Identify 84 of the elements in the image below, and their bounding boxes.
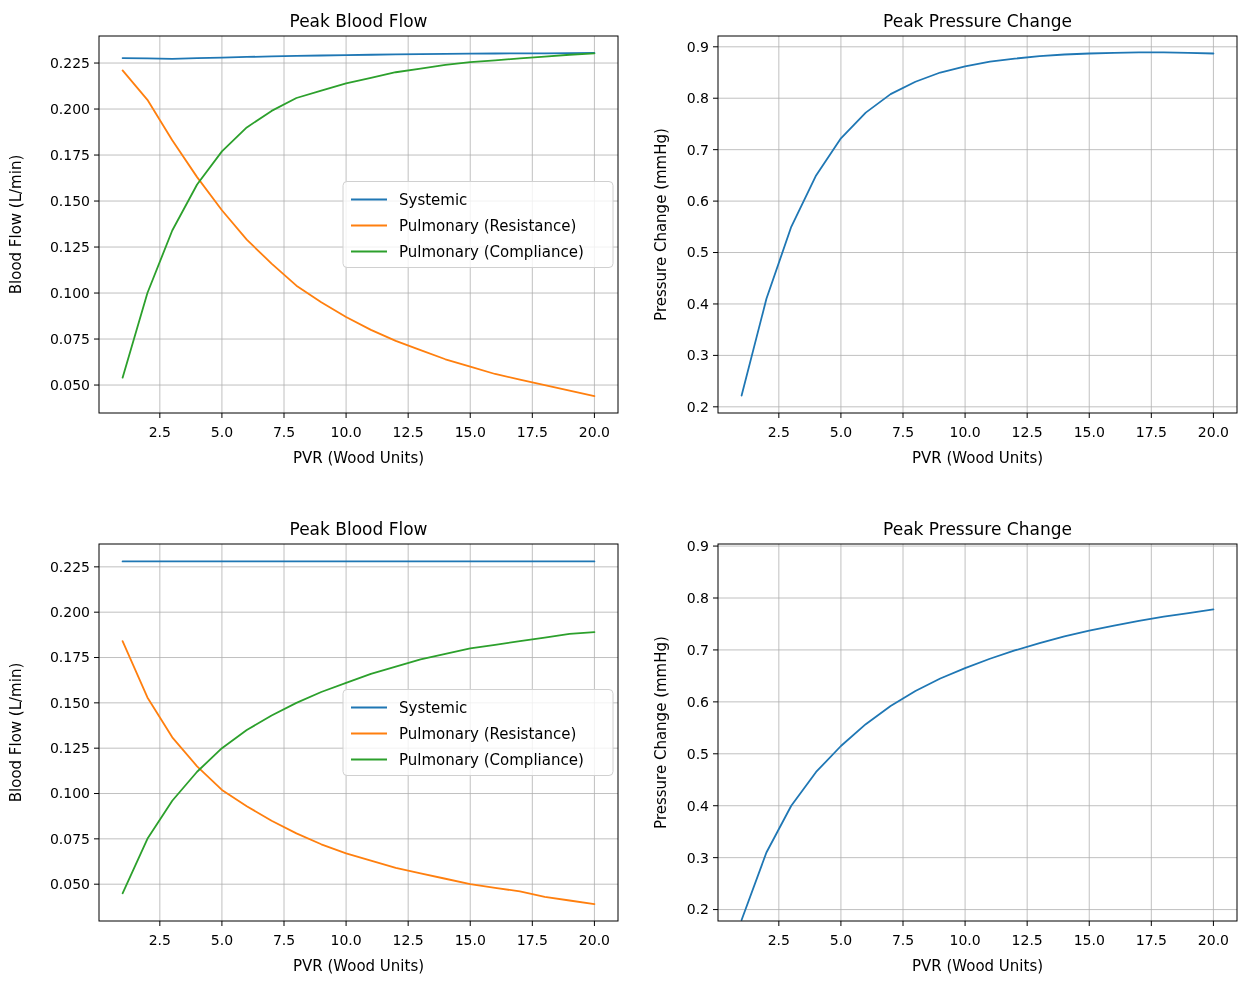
- x-tick-label: 7.5: [891, 424, 915, 440]
- y-tick-label: 0.200: [49, 100, 90, 117]
- x-tick-label: 7.5: [891, 932, 915, 948]
- y-tick-label: 0.050: [49, 376, 90, 393]
- x-tick-label: 17.5: [516, 932, 548, 948]
- x-axis-title: PVR (Wood Units): [292, 957, 425, 975]
- legend-label: Pulmonary (Resistance): [399, 724, 577, 743]
- x-tick-label: 20.0: [1197, 424, 1229, 440]
- y-tick-label: 0.125: [49, 740, 90, 757]
- y-tick-label: 0.100: [49, 284, 90, 301]
- y-axis-title: Blood Flow (L/min): [7, 662, 25, 803]
- y-tick-label: 0.050: [49, 876, 90, 893]
- y-tick-label: 0.175: [49, 146, 90, 163]
- legend-label: Pulmonary (Compliance): [399, 242, 584, 261]
- y-tick-label: 0.150: [49, 192, 90, 209]
- legend-label: Pulmonary (Resistance): [399, 216, 577, 235]
- chart-title: Peak Pressure Change: [883, 11, 1072, 31]
- y-tick-label: 0.200: [49, 604, 90, 621]
- y-tick-label: 0.2: [686, 398, 709, 415]
- x-tick-label: 20.0: [578, 424, 610, 440]
- x-tick-label: 20.0: [578, 932, 610, 948]
- y-tick-label: 0.7: [686, 141, 709, 158]
- x-tick-label: 15.0: [454, 932, 486, 948]
- y-tick-label: 0.225: [49, 54, 90, 71]
- y-tick-label: 0.5: [686, 244, 709, 261]
- y-tick-label: 0.8: [686, 90, 709, 107]
- y-tick-label: 0.075: [49, 830, 90, 847]
- x-tick-label: 17.5: [516, 424, 548, 440]
- x-tick-label: 10.0: [949, 932, 981, 948]
- x-tick-label: 12.5: [1011, 424, 1043, 440]
- y-tick-label: 0.2: [686, 901, 709, 918]
- y-tick-label: 0.100: [49, 785, 90, 802]
- x-tick-label: 5.0: [210, 424, 234, 440]
- line-series: [740, 608, 1215, 921]
- y-tick-label: 0.175: [49, 649, 90, 666]
- y-tick-label: 0.150: [49, 694, 90, 711]
- y-tick-label: 0.6: [686, 193, 710, 209]
- x-tick-label: 17.5: [1135, 424, 1167, 440]
- chart-title: Peak Pressure Change: [883, 519, 1072, 539]
- x-tick-label: 5.0: [829, 932, 853, 948]
- y-axis-title: Pressure Change (mmHg): [652, 636, 670, 829]
- y-tick-label: 0.4: [686, 295, 710, 312]
- x-tick-label: 10.0: [949, 424, 981, 440]
- legend-label: Systemic: [399, 698, 468, 717]
- x-tick-label: 15.0: [1073, 424, 1105, 440]
- x-tick-label: 20.0: [1197, 932, 1229, 948]
- x-tick-label: 12.5: [1011, 932, 1043, 948]
- y-axis-title: Blood Flow (L/min): [7, 154, 25, 295]
- x-axis-title: PVR (Wood Units): [911, 957, 1044, 975]
- y-tick-label: 0.8: [686, 589, 709, 606]
- x-tick-label: 2.5: [767, 932, 790, 948]
- y-tick-label: 0.075: [49, 330, 90, 347]
- x-axis-title: PVR (Wood Units): [911, 449, 1044, 467]
- x-tick-label: 17.5: [1135, 932, 1167, 948]
- legend-label: Systemic: [399, 190, 468, 209]
- y-tick-label: 0.3: [686, 347, 709, 364]
- y-tick-label: 0.4: [686, 797, 710, 814]
- x-tick-label: 10.0: [330, 424, 362, 440]
- x-tick-label: 2.5: [767, 424, 790, 440]
- y-tick-label: 0.6: [686, 693, 710, 710]
- x-tick-label: 12.5: [392, 424, 424, 440]
- x-tick-label: 10.0: [330, 932, 362, 948]
- x-tick-label: 7.5: [272, 932, 296, 948]
- y-tick-label: 0.225: [49, 558, 90, 575]
- x-axis-title: PVR (Wood Units): [292, 449, 425, 467]
- y-tick-label: 0.125: [49, 238, 90, 255]
- chart-title: Peak Blood Flow: [289, 519, 428, 539]
- x-tick-label: 5.0: [210, 932, 234, 948]
- x-tick-label: 7.5: [272, 424, 296, 440]
- x-tick-label: 5.0: [829, 424, 853, 440]
- x-tick-label: 15.0: [1073, 932, 1105, 948]
- y-axis-title: Pressure Change (mmHg): [652, 128, 670, 321]
- y-tick-label: 0.9: [686, 537, 709, 554]
- x-tick-label: 15.0: [454, 424, 486, 440]
- y-tick-label: 0.7: [686, 641, 709, 658]
- x-tick-label: 12.5: [392, 932, 424, 948]
- x-tick-label: 2.5: [148, 932, 171, 948]
- y-tick-label: 0.9: [686, 38, 709, 55]
- x-tick-label: 2.5: [148, 424, 171, 440]
- y-tick-label: 0.3: [686, 849, 709, 866]
- legend-label: Pulmonary (Compliance): [399, 750, 584, 769]
- y-tick-label: 0.5: [686, 745, 709, 762]
- chart-title: Peak Blood Flow: [289, 11, 428, 31]
- line-series: [740, 51, 1215, 397]
